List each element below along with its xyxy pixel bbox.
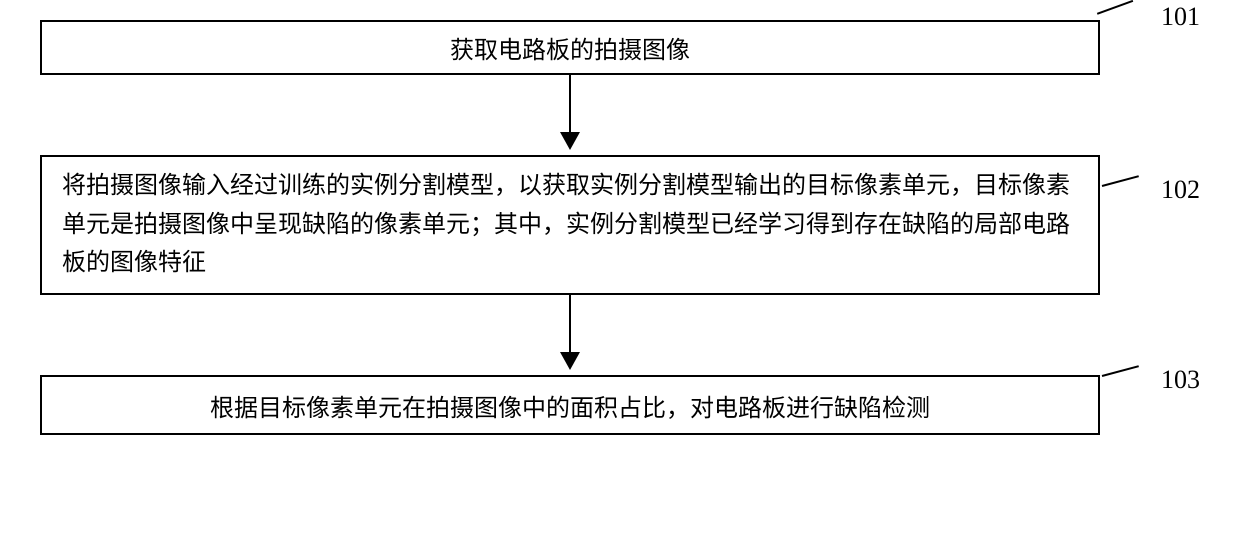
arrow-2-head [560, 352, 580, 370]
arrow-1 [40, 75, 1100, 155]
flowchart-step-3: 根据目标像素单元在拍摄图像中的面积占比，对电路板进行缺陷检测 [40, 375, 1100, 435]
arrow-1-head [560, 132, 580, 150]
flowchart-step-2: 将拍摄图像输入经过训练的实例分割模型，以获取实例分割模型输出的目标像素单元，目标… [40, 155, 1100, 295]
flowchart-container: 获取电路板的拍摄图像 101 将拍摄图像输入经过训练的实例分割模型，以获取实例分… [40, 20, 1140, 435]
flowchart-step-1: 获取电路板的拍摄图像 [40, 20, 1100, 75]
step-3-label: 103 [1161, 365, 1200, 395]
step-wrapper-3: 根据目标像素单元在拍摄图像中的面积占比，对电路板进行缺陷检测 103 [40, 375, 1100, 435]
step-wrapper-2: 将拍摄图像输入经过训练的实例分割模型，以获取实例分割模型输出的目标像素单元，目标… [40, 155, 1100, 295]
step-3-text: 根据目标像素单元在拍摄图像中的面积占比，对电路板进行缺陷检测 [210, 388, 930, 423]
label-connector-3 [1102, 365, 1139, 377]
step-1-label: 101 [1161, 2, 1200, 32]
label-connector-2 [1102, 175, 1139, 187]
label-connector-1 [1097, 0, 1143, 41]
step-2-label: 102 [1161, 175, 1200, 205]
step-1-text: 获取电路板的拍摄图像 [450, 30, 690, 65]
step-2-text: 将拍摄图像输入经过训练的实例分割模型，以获取实例分割模型输出的目标像素单元，目标… [62, 167, 1078, 282]
arrow-1-line [569, 75, 571, 135]
step-wrapper-1: 获取电路板的拍摄图像 101 [40, 20, 1100, 75]
arrow-2 [40, 295, 1100, 375]
arrow-2-line [569, 295, 571, 355]
